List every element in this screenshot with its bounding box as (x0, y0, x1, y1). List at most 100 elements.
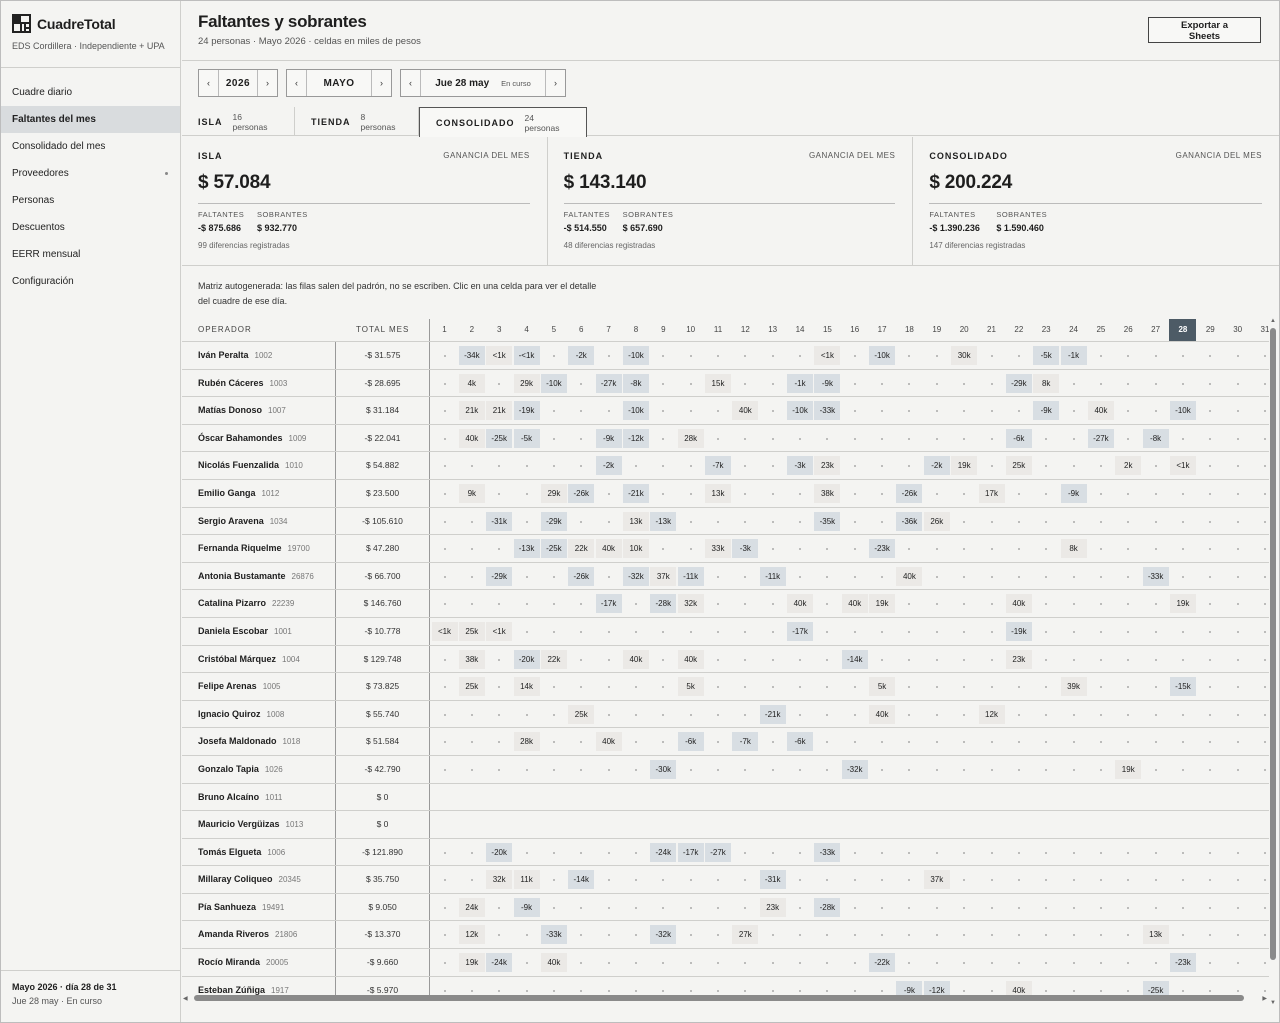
empty-cell-dot[interactable] (908, 906, 911, 909)
empty-cell-dot[interactable] (744, 492, 747, 495)
empty-cell-dot[interactable] (1236, 962, 1239, 965)
empty-cell-dot[interactable] (1236, 382, 1239, 385)
empty-cell-dot[interactable] (1264, 658, 1266, 661)
tab-tienda[interactable]: TIENDA 8 personas (295, 107, 419, 136)
matrix-cell[interactable]: -9k (896, 980, 923, 995)
empty-cell-dot[interactable] (662, 686, 665, 689)
empty-cell-dot[interactable] (1072, 768, 1075, 771)
matrix-cell[interactable]: <1k (1169, 456, 1196, 476)
empty-cell-dot[interactable] (990, 768, 993, 771)
nav-proveedores[interactable]: Proveedores (1, 160, 180, 187)
empty-cell-dot[interactable] (1099, 741, 1102, 744)
empty-cell-dot[interactable] (853, 879, 856, 882)
empty-cell-dot[interactable] (607, 658, 610, 661)
empty-cell-dot[interactable] (689, 962, 692, 965)
matrix-cell[interactable]: 40k (896, 566, 923, 586)
empty-cell-dot[interactable] (1017, 410, 1020, 413)
matrix-cell[interactable]: 19k (1169, 594, 1196, 614)
empty-cell-dot[interactable] (552, 355, 555, 357)
empty-cell-dot[interactable] (1127, 879, 1130, 882)
empty-cell-dot[interactable] (1127, 658, 1130, 661)
matrix-cell[interactable]: -14k (841, 649, 868, 669)
empty-cell-dot[interactable] (717, 603, 719, 606)
empty-cell-dot[interactable] (443, 658, 446, 661)
empty-cell-dot[interactable] (1209, 492, 1212, 495)
empty-cell-dot[interactable] (1072, 934, 1075, 937)
empty-cell-dot[interactable] (662, 382, 665, 385)
empty-cell-dot[interactable] (580, 382, 583, 385)
empty-cell-dot[interactable] (443, 575, 446, 578)
matrix-cell[interactable]: <1k (486, 621, 513, 641)
empty-cell-dot[interactable] (935, 603, 938, 606)
empty-cell-dot[interactable] (1236, 989, 1239, 992)
matrix-cell[interactable]: 25k (568, 704, 595, 724)
empty-cell-dot[interactable] (1264, 548, 1266, 551)
empty-cell-dot[interactable] (963, 768, 966, 771)
empty-cell-dot[interactable] (935, 355, 938, 357)
empty-cell-dot[interactable] (1181, 906, 1184, 909)
empty-cell-dot[interactable] (1181, 989, 1184, 992)
empty-cell-dot[interactable] (908, 548, 911, 551)
empty-cell-dot[interactable] (1154, 382, 1157, 385)
empty-cell-dot[interactable] (1154, 851, 1157, 854)
empty-cell-dot[interactable] (580, 686, 583, 689)
empty-cell-dot[interactable] (1099, 686, 1102, 689)
matrix-cell[interactable]: -8k (1142, 428, 1169, 448)
empty-cell-dot[interactable] (990, 382, 993, 385)
nav-eerr-mensual[interactable]: EERR mensual (1, 241, 180, 268)
empty-cell-dot[interactable] (990, 934, 993, 937)
empty-cell-dot[interactable] (498, 548, 501, 551)
matrix-cell[interactable]: 8k (1060, 539, 1087, 559)
empty-cell-dot[interactable] (443, 713, 446, 716)
empty-cell-dot[interactable] (1045, 934, 1048, 937)
horizontal-scrollbar[interactable]: ◀ ▶ (182, 993, 1268, 1003)
empty-cell-dot[interactable] (853, 465, 856, 468)
matrix-cell[interactable]: -7k (732, 732, 759, 752)
matrix-cell[interactable]: -22k (869, 953, 896, 973)
nav-consolidado-del-mes[interactable]: Consolidado del mes (1, 133, 180, 160)
empty-cell-dot[interactable] (799, 934, 802, 937)
matrix-cell[interactable]: -33k (814, 401, 841, 421)
matrix-cell[interactable]: -20k (486, 842, 513, 862)
matrix-cell[interactable]: 37k (923, 870, 950, 890)
empty-cell-dot[interactable] (1264, 906, 1266, 909)
matrix-cell[interactable]: 40k (540, 953, 567, 973)
empty-cell-dot[interactable] (1236, 741, 1239, 744)
empty-cell-dot[interactable] (853, 713, 856, 716)
empty-cell-dot[interactable] (607, 934, 610, 937)
empty-cell-dot[interactable] (1236, 465, 1239, 468)
empty-cell-dot[interactable] (1209, 741, 1212, 744)
empty-cell-dot[interactable] (1045, 603, 1048, 606)
empty-cell-dot[interactable] (1099, 520, 1102, 523)
empty-cell-dot[interactable] (1045, 520, 1048, 523)
empty-cell-dot[interactable] (853, 520, 856, 523)
empty-cell-dot[interactable] (443, 906, 446, 909)
empty-cell-dot[interactable] (607, 768, 610, 771)
empty-cell-dot[interactable] (990, 520, 993, 523)
empty-cell-dot[interactable] (634, 768, 637, 771)
matrix-cell[interactable]: 12k (458, 925, 485, 945)
empty-cell-dot[interactable] (717, 934, 719, 937)
empty-cell-dot[interactable] (662, 906, 665, 909)
empty-cell-dot[interactable] (1099, 713, 1102, 716)
empty-cell-dot[interactable] (990, 410, 993, 413)
matrix-cell[interactable]: -32k (622, 566, 649, 586)
empty-cell-dot[interactable] (634, 713, 637, 716)
matrix-cell[interactable]: -9k (513, 897, 540, 917)
matrix-cell[interactable]: -28k (650, 594, 677, 614)
empty-cell-dot[interactable] (1264, 410, 1266, 413)
empty-cell-dot[interactable] (1209, 382, 1212, 385)
empty-cell-dot[interactable] (1264, 355, 1266, 357)
empty-cell-dot[interactable] (1072, 989, 1075, 992)
empty-cell-dot[interactable] (580, 851, 583, 854)
matrix-cell[interactable]: 4k (458, 373, 485, 393)
empty-cell-dot[interactable] (799, 575, 802, 578)
empty-cell-dot[interactable] (744, 355, 747, 357)
empty-cell-dot[interactable] (881, 410, 884, 413)
empty-cell-dot[interactable] (935, 962, 938, 965)
empty-cell-dot[interactable] (990, 658, 993, 661)
empty-cell-dot[interactable] (552, 741, 555, 744)
empty-cell-dot[interactable] (1072, 658, 1075, 661)
empty-cell-dot[interactable] (1045, 465, 1048, 468)
matrix-cell[interactable]: -15k (1169, 677, 1196, 697)
